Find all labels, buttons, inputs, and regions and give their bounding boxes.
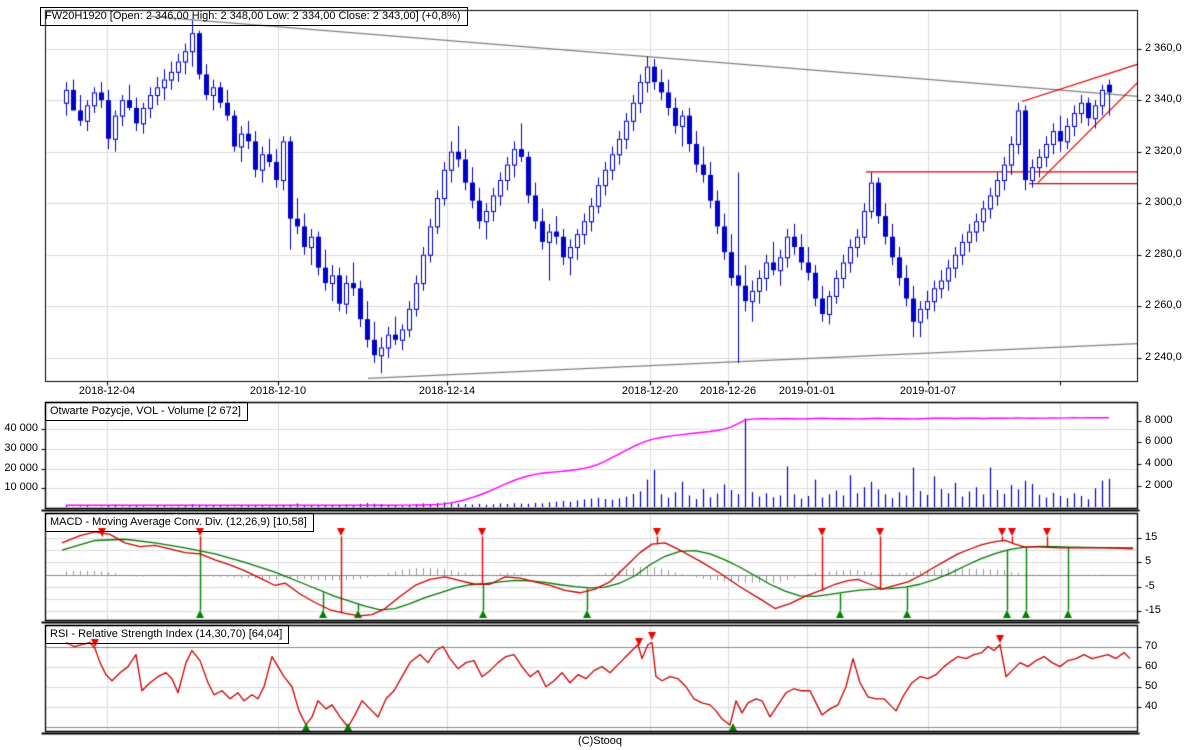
price-axis-label: 2 280,0 <box>1145 248 1182 260</box>
date-axis-label: 2019-01-01 <box>778 385 836 397</box>
price-axis-label: 2 340,0 <box>1145 93 1182 105</box>
rsi-axis-label: 70 <box>1145 640 1158 652</box>
rsi-panel-title: RSI - Relative Strength Index (14,30,70)… <box>45 625 290 644</box>
macd-axis-label: 15 <box>1145 531 1158 543</box>
volume-left-axis-label: 30 000 <box>4 442 38 454</box>
date-axis-label: 2018-12-10 <box>249 385 307 397</box>
price-axis-label: 2 360,0 <box>1145 42 1182 54</box>
date-axis-label: 2018-12-14 <box>418 385 476 397</box>
instrument-quote-text: FW20H1920 [Open: 2 346,00 High: 2 348,00… <box>45 10 461 22</box>
macd-title-text: MACD - Moving Average Conv. Div. (12,26,… <box>50 516 307 528</box>
date-axis-label: 2019-01-07 <box>899 385 957 397</box>
price-axis-label: 2 320,0 <box>1145 145 1182 157</box>
volume-right-axis-label: 6 000 <box>1145 435 1173 447</box>
rsi-title-text: RSI - Relative Strength Index (14,30,70)… <box>50 628 283 640</box>
price-axis-label: 2 260,0 <box>1145 299 1182 311</box>
date-axis-label: 2018-12-20 <box>621 385 679 397</box>
date-axis-label: 2018-12-26 <box>699 385 757 397</box>
volume-title-text: Otwarte Pozycje, VOL - Volume [2 672] <box>50 405 241 417</box>
volume-right-axis-label: 8 000 <box>1145 414 1173 426</box>
macd-axis-label: -15 <box>1145 604 1161 616</box>
volume-left-axis-label: 40 000 <box>4 422 38 434</box>
rsi-axis-label: 40 <box>1145 700 1158 712</box>
volume-right-axis-label: 2 000 <box>1145 479 1173 491</box>
copyright-label: (C)Stooq <box>578 735 623 747</box>
macd-panel-title: MACD - Moving Average Conv. Div. (12,26,… <box>45 513 314 532</box>
date-axis-label: 2018-12-04 <box>78 385 136 397</box>
macd-axis-label: 5 <box>1145 555 1152 567</box>
price-axis-label: 2 240,0 <box>1145 351 1182 363</box>
rsi-axis-label: 60 <box>1145 660 1158 672</box>
rsi-axis-label: 50 <box>1145 680 1158 692</box>
macd-axis-label: -5 <box>1145 580 1155 592</box>
volume-right-axis-label: 4 000 <box>1145 457 1173 469</box>
price-panel-title: FW20H1920 [Open: 2 346,00 High: 2 348,00… <box>40 7 468 26</box>
volume-panel-title: Otwarte Pozycje, VOL - Volume [2 672] <box>45 402 248 421</box>
price-axis-label: 2 300,0 <box>1145 196 1182 208</box>
volume-left-axis-label: 20 000 <box>4 462 38 474</box>
volume-left-axis-label: 10 000 <box>4 481 38 493</box>
